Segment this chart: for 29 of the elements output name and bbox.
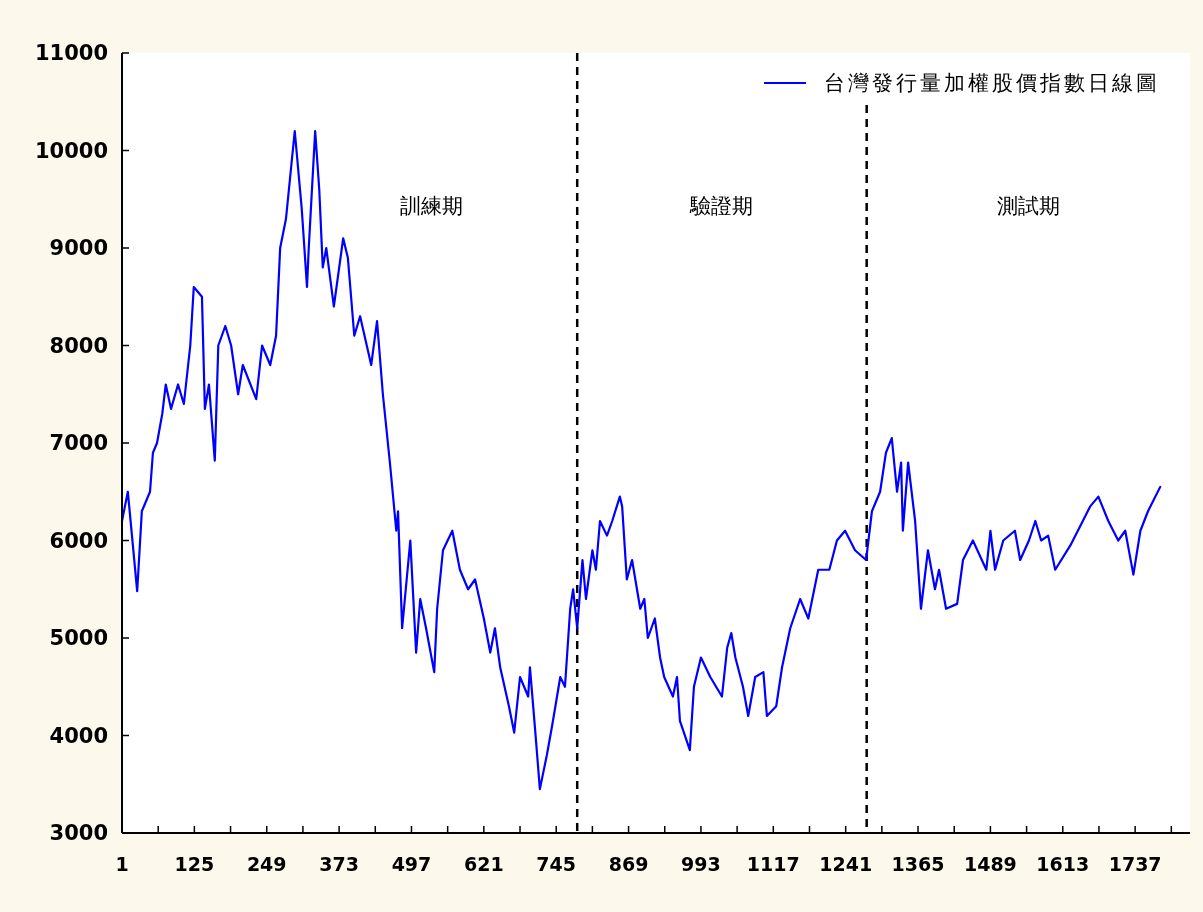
annotation: 驗證期 <box>689 194 754 218</box>
x-tick-label: 497 <box>391 853 432 875</box>
x-tick-label: 1 <box>115 853 129 875</box>
legend-label: 台灣發行量加權股價指數日線圖 <box>824 71 1160 95</box>
y-tick-label: 6000 <box>49 528 108 553</box>
x-tick-label: 249 <box>246 853 287 875</box>
x-tick-label: 373 <box>319 853 359 875</box>
y-tick-label: 11000 <box>34 41 108 65</box>
x-tick-label: 1117 <box>746 853 800 875</box>
y-tick-label: 8000 <box>49 333 108 358</box>
annotation: 測試期 <box>996 194 1060 218</box>
y-tick-label: 9000 <box>49 236 108 260</box>
x-tick-label: 125 <box>174 853 215 875</box>
y-tick-label: 3000 <box>49 821 108 845</box>
line-series <box>120 129 1162 791</box>
y-tick-label: 10000 <box>34 138 108 163</box>
x-tick-label: 1613 <box>1036 853 1090 875</box>
annotation: 訓練期 <box>400 194 464 218</box>
x-tick-label: 621 <box>464 853 504 875</box>
x-tick-label: 1365 <box>891 853 945 875</box>
x-tick-label: 1489 <box>963 853 1017 875</box>
x-tick-label: 993 <box>681 853 721 875</box>
x-tick-label: 1737 <box>1108 853 1162 875</box>
y-tick-label: 4000 <box>49 723 108 748</box>
x-tick-label: 869 <box>608 853 649 875</box>
y-tick-label: 7000 <box>49 431 108 455</box>
x-tick-label: 745 <box>536 853 577 875</box>
y-tick-label: 5000 <box>49 626 108 650</box>
x-tick-label: 1241 <box>819 853 873 875</box>
